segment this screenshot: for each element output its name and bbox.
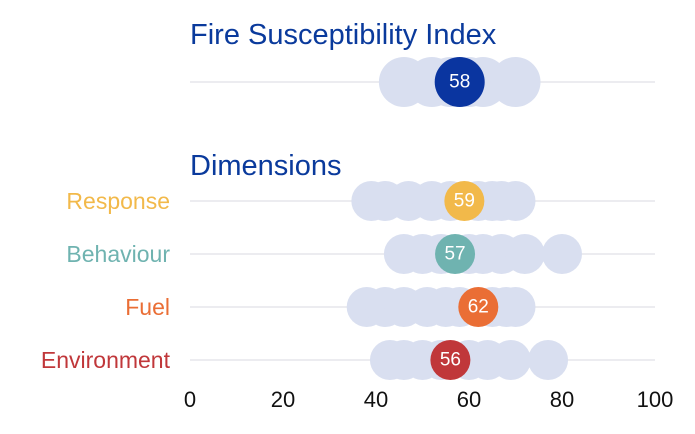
environment-value-point [430,340,471,380]
environment-comparison-point [490,340,531,380]
response-value-label: 59 [454,191,475,212]
environment-value-label: 56 [440,350,461,371]
row-labels: Response Behaviour Fuel Environment [41,188,171,373]
fuel-value-point [458,287,499,327]
behaviour-comparison-point [542,234,582,274]
index-value-point [434,57,485,107]
x-tick-label: 80 [550,387,574,412]
index-value-label: 58 [449,72,470,93]
fuel-value-label: 62 [468,297,489,318]
response-value-point [444,181,485,221]
index-comparison-point [490,57,541,107]
behaviour-label: Behaviour [66,241,170,267]
x-axis-ticks: 0 20 40 60 80 100 [184,387,673,412]
x-tick-label: 100 [637,387,674,412]
x-tick-label: 0 [184,387,196,412]
fuel-comparison-point [495,287,536,327]
x-tick-label: 40 [364,387,388,412]
environment-label: Environment [41,347,171,373]
x-tick-label: 60 [457,387,481,412]
chart-title: Fire Susceptibility Index [190,19,497,51]
response-label: Response [66,188,170,214]
response-comparison-point [495,181,536,221]
data-points: 58 59 57 62 56 [346,57,582,380]
environment-comparison-point [528,340,569,380]
behaviour-value-point [435,234,476,274]
fuel-label: Fuel [125,294,170,320]
behaviour-value-label: 57 [444,244,465,265]
x-tick-label: 20 [271,387,295,412]
dimensions-heading: Dimensions [190,150,342,182]
behaviour-comparison-point [504,234,545,274]
